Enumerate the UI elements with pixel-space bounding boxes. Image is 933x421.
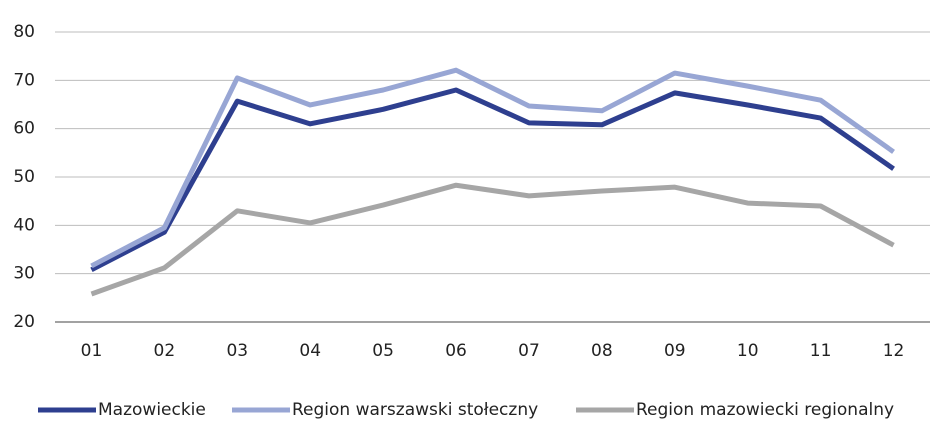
x-tick-label: 06 <box>445 341 467 361</box>
y-tick-label: 50 <box>13 167 35 187</box>
legend-label: Region warszawski stołeczny <box>292 400 538 420</box>
x-tick-label: 10 <box>737 341 759 361</box>
x-tick-label: 03 <box>226 341 248 361</box>
x-tick-label: 09 <box>664 341 686 361</box>
x-tick-label: 02 <box>154 341 176 361</box>
y-tick-label: 20 <box>13 312 35 332</box>
x-tick-label: 11 <box>810 341 832 361</box>
legend-label: Mazowieckie <box>98 400 206 420</box>
x-tick-label: 04 <box>299 341 321 361</box>
y-tick-label: 70 <box>13 70 35 90</box>
y-tick-label: 40 <box>13 215 35 235</box>
x-tick-label: 01 <box>81 341 103 361</box>
x-tick-label: 07 <box>518 341 540 361</box>
y-tick-label: 30 <box>13 264 35 284</box>
series-line <box>90 87 895 273</box>
series-line <box>90 182 895 297</box>
x-tick-label: 08 <box>591 341 613 361</box>
y-tick-label: 60 <box>13 119 35 139</box>
y-tick-label: 80 <box>13 22 35 42</box>
series-line <box>90 67 895 269</box>
x-tick-label: 05 <box>372 341 394 361</box>
legend-label: Region mazowiecki regionalny <box>636 400 894 420</box>
x-tick-label: 12 <box>883 341 905 361</box>
